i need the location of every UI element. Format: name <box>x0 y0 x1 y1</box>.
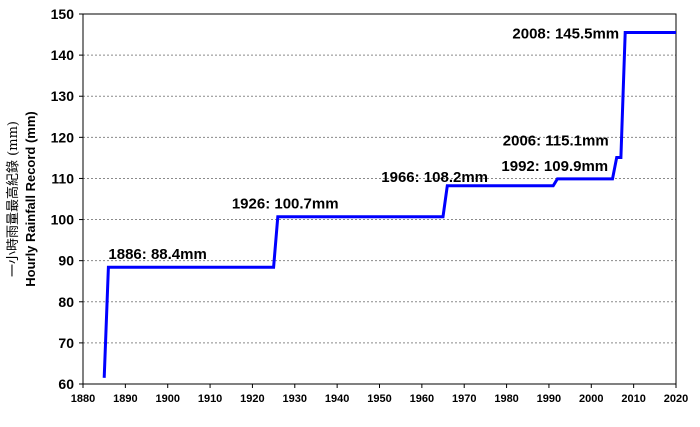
y-tick-label: 150 <box>51 6 75 22</box>
x-tick-label: 1930 <box>283 393 307 405</box>
y-tick-label: 120 <box>51 129 75 145</box>
x-tick-label: 2010 <box>621 393 645 405</box>
x-tick-label: 1920 <box>240 393 264 405</box>
y-tick-label: 110 <box>51 170 74 186</box>
annotation-label: 1966: 108.2mm <box>381 169 488 186</box>
y-tick-label: 90 <box>58 253 74 269</box>
rainfall-record-line <box>102 31 676 378</box>
x-tick-label: 1890 <box>113 393 137 405</box>
y-tick-label: 140 <box>51 47 75 63</box>
y-tick-label: 80 <box>58 294 74 310</box>
y-tick-label: 130 <box>51 88 75 104</box>
x-tick-label: 1940 <box>325 393 349 405</box>
annotations: 1886: 88.4mm 1926: 100.7mm 1966: 108.2mm 19… <box>108 26 619 264</box>
annotation-label: 2006: 115.1mm <box>503 132 609 149</box>
grid-lines <box>83 54 676 344</box>
x-tick-label: 1950 <box>367 393 391 405</box>
x-tick-label: 1910 <box>198 393 222 405</box>
x-tick-label: 1980 <box>494 393 518 405</box>
annotation-label: 1992: 109.9mm <box>501 158 608 175</box>
y-axis-label-en: Hourly Rainfall Record (mm) <box>23 111 38 287</box>
x-tick-label: 2000 <box>579 393 603 405</box>
x-tick-label: 2020 <box>664 393 688 405</box>
annotation-label: 1886: 88.4mm <box>108 246 206 263</box>
plot-area-frame <box>82 13 677 385</box>
y-tick-label: 100 <box>51 212 75 228</box>
annotation-label: 1926: 100.7mm <box>232 196 339 213</box>
x-tick-label: 1880 <box>71 393 95 405</box>
y-tick-label: 60 <box>58 376 74 392</box>
x-tick-label: 1990 <box>537 393 561 405</box>
annotation-label: 2008: 145.5mm <box>512 26 619 43</box>
y-axis-label-zh: 一小時雨量最高紀錄 (mm) <box>5 121 21 277</box>
x-axis-ticks: 1880 1890 1900 1910 1920 1930 1940 1950 1960 1970… <box>71 384 688 405</box>
x-tick-label: 1970 <box>452 393 476 405</box>
x-tick-label: 1900 <box>155 393 179 405</box>
y-axis-ticks: 60 70 80 90 100 110 120 130 140 150 <box>51 6 83 392</box>
y-tick-label: 70 <box>58 335 74 351</box>
x-tick-label: 1960 <box>410 393 434 405</box>
